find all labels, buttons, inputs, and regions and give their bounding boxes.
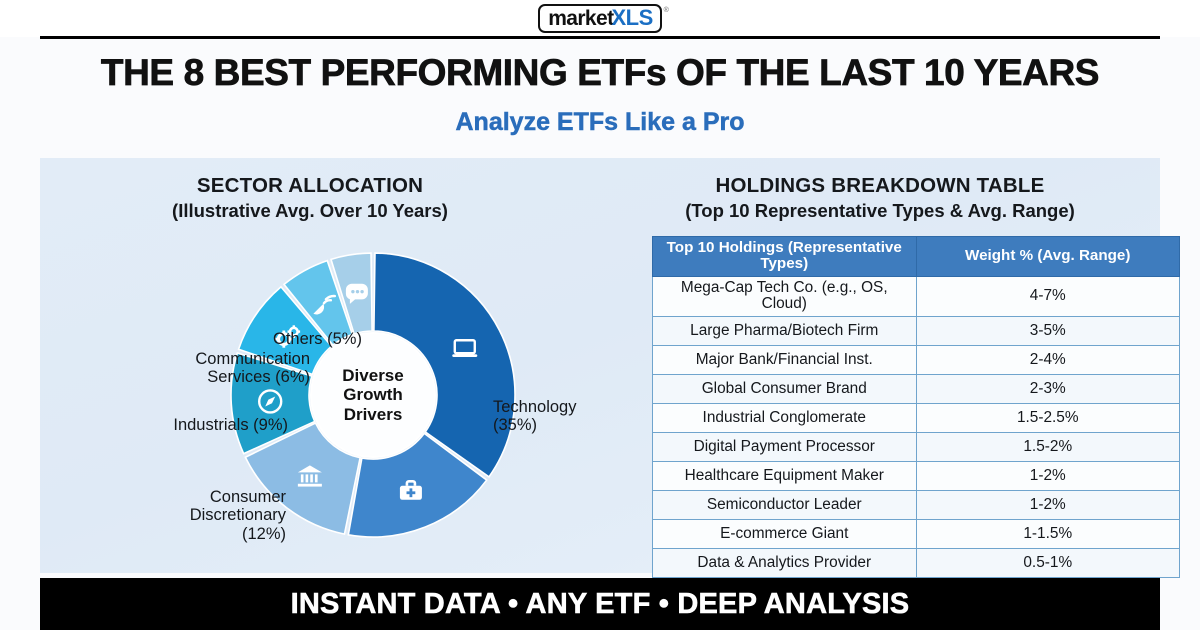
holding-weight-cell: 1-2% [915, 461, 1180, 492]
logo-bar: market XLS ® [0, 0, 1200, 37]
table-row: Healthcare Equipment Maker 1-2% [652, 461, 1180, 492]
donut-slice-technology [373, 252, 516, 478]
donut-center-circle [310, 332, 436, 458]
slice-label-communication: Communication Services (6%) [195, 350, 310, 387]
holding-name-cell: Digital Payment Processor [652, 432, 917, 463]
speech-bubble-icon [345, 283, 368, 304]
holding-weight-cell: 1-2% [915, 490, 1180, 521]
donut-slice-healthcare [347, 432, 488, 538]
holding-name-cell: Semiconductor Leader [652, 490, 917, 521]
holdings-table-heading-line2: (Top 10 Representative Types & Avg. Rang… [685, 200, 1075, 221]
holding-name-cell: Large Pharma/Biotech Firm [652, 316, 917, 347]
medical-bag-icon [399, 479, 422, 500]
donut-slice-communication-services [282, 259, 354, 347]
holding-name-cell: Major Bank/Financial Inst. [652, 345, 917, 376]
holding-name-cell: E-commerce Giant [652, 519, 917, 550]
sector-allocation-heading-line2: (Illustrative Avg. Over 10 Years) [172, 200, 448, 221]
logo-xls-text: XLS [611, 5, 653, 30]
table-row: Digital Payment Processor 1.5-2% [652, 432, 1180, 463]
bank-icon [297, 465, 322, 487]
holding-weight-cell: 2-4% [915, 345, 1180, 376]
holding-weight-cell: 4-7% [915, 275, 1180, 318]
holding-name-cell: Industrial Conglomerate [652, 403, 917, 434]
gears-icon [275, 325, 301, 348]
table-header-row: Top 10 Holdings (Representative Types) W… [652, 236, 1180, 277]
logo-market-text: market [548, 6, 614, 30]
donut-slice-consumer-discretionary [230, 352, 316, 455]
donut-svg [230, 252, 516, 538]
table-row: Semiconductor Leader 1-2% [652, 490, 1180, 521]
laptop-icon [452, 339, 478, 358]
holding-weight-cell: 1.5-2% [915, 432, 1180, 463]
table-row: Large Pharma/Biotech Firm 3-5% [652, 316, 1180, 347]
column-header-weight: Weight % (Avg. Range) [915, 236, 1180, 277]
slice-label-industrials: Industrials (9%) [173, 416, 288, 434]
holding-name-cell: Data & Analytics Provider [652, 548, 917, 579]
table-row: Data & Analytics Provider 0.5-1% [652, 548, 1180, 579]
registered-trademark-icon: ® [663, 7, 669, 14]
table-row: Global Consumer Brand 2-3% [652, 374, 1180, 405]
slice-label-consumer-discretionary: Consumer Discretionary (12%) [189, 488, 286, 543]
table-row: E-commerce Giant 1-1.5% [652, 519, 1180, 550]
holding-weight-cell: 1.5-2.5% [915, 403, 1180, 434]
table-row: Major Bank/Financial Inst. 2-4% [652, 345, 1180, 376]
slice-label-others: Others (5%) [273, 330, 362, 348]
holdings-table: Top 10 Holdings (Representative Types) W… [652, 236, 1180, 579]
sector-allocation-heading: SECTOR ALLOCATION (Illustrative Avg. Ove… [40, 174, 580, 222]
holdings-table-wrapper: Top 10 Holdings (Representative Types) W… [652, 236, 1180, 579]
slice-label-technology: Technology (35%) [493, 398, 577, 435]
compass-icon [258, 389, 283, 414]
sector-allocation-heading-line1: SECTOR ALLOCATION [196, 174, 424, 197]
holding-name-cell: Global Consumer Brand [652, 374, 917, 405]
holding-weight-cell: 1-1.5% [915, 519, 1180, 550]
column-header-holdings: Top 10 Holdings (Representative Types) [652, 236, 917, 277]
sector-allocation-chart: Diverse Growth Drivers Others (5%) Commu… [93, 250, 576, 630]
header-divider [40, 36, 1160, 39]
footer-banner: INSTANT DATA • ANY ETF • DEEP ANALYSIS [40, 578, 1160, 630]
holdings-table-heading: HOLDINGS BREAKDOWN TABLE (Top 10 Represe… [600, 174, 1160, 222]
holding-weight-cell: 0.5-1% [915, 548, 1180, 579]
page-title: THE 8 BEST PERFORMING ETFs OF THE LAST 1… [100, 52, 1100, 94]
table-row: Mega-Cap Tech Co. (e.g., OS, Cloud) 4-7% [652, 275, 1180, 318]
table-row: Industrial Conglomerate 1.5-2.5% [652, 403, 1180, 434]
holding-weight-cell: 2-3% [915, 374, 1180, 405]
page-subtitle: Analyze ETFs Like a Pro [455, 108, 745, 137]
holding-weight-cell: 3-5% [915, 316, 1180, 347]
holdings-table-heading-line1: HOLDINGS BREAKDOWN TABLE [715, 174, 1045, 197]
footer-banner-text: INSTANT DATA • ANY ETF • DEEP ANALYSIS [290, 587, 910, 620]
marketxls-logo: market XLS ® [538, 4, 669, 33]
holding-name-cell: Mega-Cap Tech Co. (e.g., OS, Cloud) [652, 275, 917, 318]
holding-name-cell: Healthcare Equipment Maker [652, 461, 917, 492]
satellite-dish-icon [313, 294, 337, 315]
main-panel: SECTOR ALLOCATION (Illustrative Avg. Ove… [40, 158, 1180, 630]
